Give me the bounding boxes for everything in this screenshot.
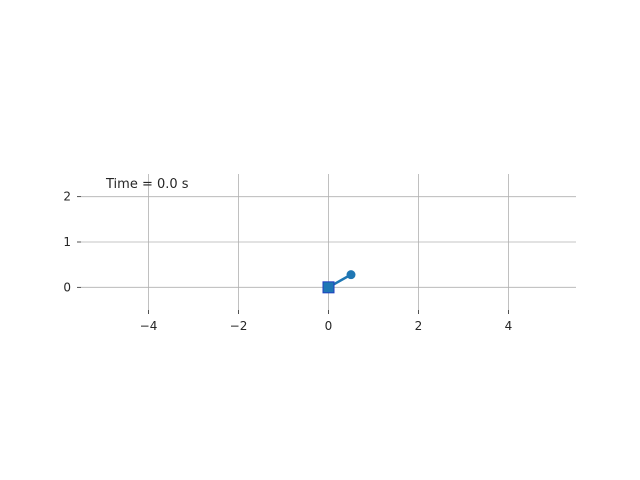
bob-marker [346,270,356,280]
y-tick-label: 2 [63,190,71,204]
x-tick-label: −4 [140,319,158,333]
y-tick-label: 1 [63,235,71,249]
y-axis-ticks: 0 1 2 [63,190,81,294]
cart-marker [322,281,335,294]
x-tick-label: 0 [325,319,333,333]
x-tick-label: −2 [230,319,248,333]
x-tick-label: 4 [505,319,513,333]
y-tick-label: 0 [63,280,71,294]
time-annotation: Time = 0.0 s [105,177,189,192]
x-axis-ticks: −4 −2 0 2 4 [140,310,513,333]
series [322,270,356,294]
x-tick-label: 2 [415,319,423,333]
